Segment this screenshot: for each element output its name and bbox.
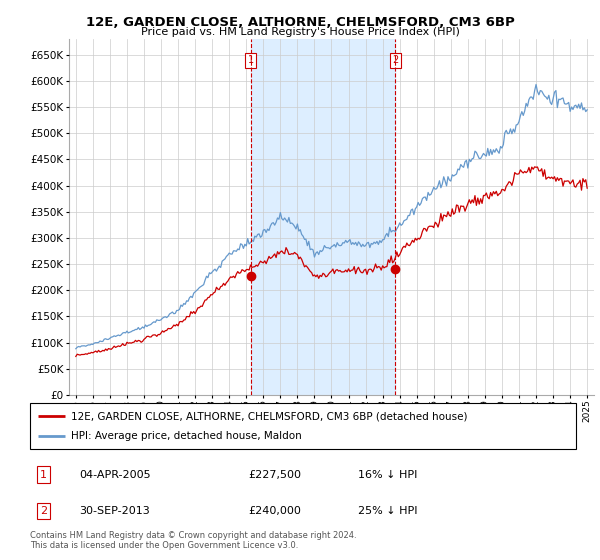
Text: 1: 1 <box>247 55 254 65</box>
Text: HPI: Average price, detached house, Maldon: HPI: Average price, detached house, Mald… <box>71 431 302 441</box>
Text: £227,500: £227,500 <box>248 470 301 479</box>
Text: £240,000: £240,000 <box>248 506 301 516</box>
Text: 2: 2 <box>40 506 47 516</box>
Text: 25% ↓ HPI: 25% ↓ HPI <box>358 506 417 516</box>
Text: 12E, GARDEN CLOSE, ALTHORNE, CHELMSFORD, CM3 6BP (detached house): 12E, GARDEN CLOSE, ALTHORNE, CHELMSFORD,… <box>71 411 467 421</box>
Text: 12E, GARDEN CLOSE, ALTHORNE, CHELMSFORD, CM3 6BP: 12E, GARDEN CLOSE, ALTHORNE, CHELMSFORD,… <box>86 16 514 29</box>
Text: 04-APR-2005: 04-APR-2005 <box>79 470 151 479</box>
Text: 30-SEP-2013: 30-SEP-2013 <box>79 506 150 516</box>
Bar <box>251 39 395 395</box>
Text: 1: 1 <box>40 470 47 479</box>
FancyBboxPatch shape <box>30 403 576 449</box>
Text: 2: 2 <box>392 55 398 65</box>
Text: This data is licensed under the Open Government Licence v3.0.: This data is licensed under the Open Gov… <box>30 541 298 550</box>
Text: Price paid vs. HM Land Registry's House Price Index (HPI): Price paid vs. HM Land Registry's House … <box>140 27 460 37</box>
Text: Contains HM Land Registry data © Crown copyright and database right 2024.: Contains HM Land Registry data © Crown c… <box>30 531 356 540</box>
Text: 16% ↓ HPI: 16% ↓ HPI <box>358 470 417 479</box>
